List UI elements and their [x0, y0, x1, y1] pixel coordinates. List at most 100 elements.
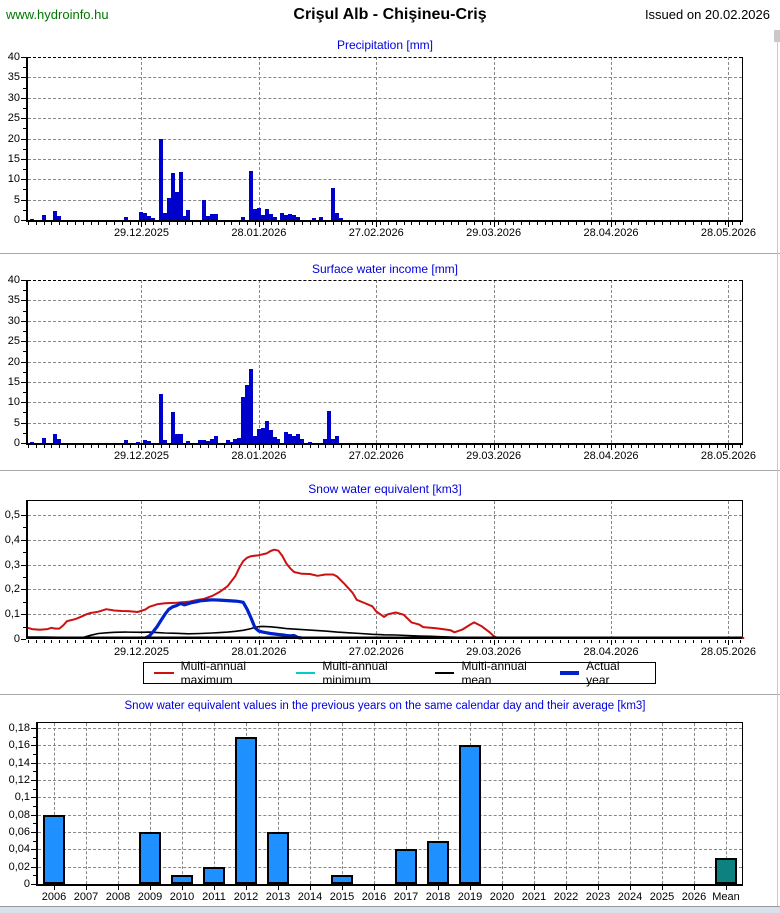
y-tick-label: 0,5: [4, 509, 20, 521]
year-bar-2017: [395, 849, 417, 884]
x-tick: [685, 445, 687, 448]
x-tick: [685, 640, 687, 643]
date-label: 28.04.2026: [583, 227, 639, 239]
x-tick: [223, 445, 225, 448]
x-tick: [161, 445, 163, 448]
x-tick: [474, 640, 476, 643]
y-minor-tick: [23, 209, 26, 211]
legend-line-swatch: [295, 672, 316, 674]
x-tick: [372, 222, 374, 225]
x-tick: [411, 222, 413, 225]
y-tick-label: 35: [7, 294, 20, 307]
x-tick: [317, 445, 319, 448]
issued-date: Issued on 20.02.2026: [644, 7, 770, 22]
y-tick: [21, 422, 26, 424]
data-bar: [53, 210, 58, 220]
y-minor-tick: [23, 601, 26, 603]
x-tick: [342, 886, 343, 890]
x-tick: [411, 640, 413, 643]
x-tick: [161, 640, 163, 643]
year-label: 2012: [233, 891, 259, 903]
data-bar: [123, 440, 128, 443]
year-label: 2019: [457, 891, 483, 903]
x-tick: [90, 640, 92, 643]
data-bar: [182, 215, 187, 220]
x-tick: [286, 222, 288, 225]
v-gridline: [278, 723, 279, 884]
h-gridline: [28, 341, 742, 343]
y-minor-tick: [33, 840, 36, 842]
data-bar: [229, 441, 234, 443]
year-label: 2010: [169, 891, 195, 903]
x-tick: [309, 640, 311, 643]
year-bar-2012: [235, 737, 257, 884]
y-tick: [31, 814, 36, 816]
v-gridline: [502, 723, 503, 884]
v-gridline: [376, 280, 378, 443]
x-tick: [716, 222, 718, 225]
x-tick: [98, 640, 100, 643]
y-tick-label: 0,12: [8, 773, 30, 786]
x-tick: [200, 445, 202, 448]
x-tick: [622, 445, 624, 448]
data-bar: [186, 440, 191, 443]
year-bar-2015: [331, 875, 353, 884]
v-gridline: [258, 280, 260, 443]
x-tick: [239, 222, 241, 225]
data-bar: [288, 434, 293, 443]
x-tick: [646, 222, 648, 225]
x-major-tick: [141, 222, 143, 227]
x-major-tick: [493, 445, 495, 450]
legend-item: Actual year: [559, 659, 631, 687]
year-bar-2018: [427, 841, 449, 884]
y-tick-label: 0,1: [4, 608, 20, 621]
y-tick-label: 0,02: [8, 860, 30, 873]
data-bar: [311, 217, 316, 220]
x-tick: [474, 222, 476, 225]
x-tick: [395, 640, 397, 643]
x-tick: [661, 445, 663, 448]
site-link[interactable]: www.hydroinfo.hu: [6, 7, 109, 22]
x-tick: [215, 445, 217, 448]
snow-water-chart-title: Snow water equivalent [km3]: [308, 482, 462, 496]
legend-line-swatch: [154, 672, 174, 674]
x-tick: [341, 445, 343, 448]
v-gridline: [258, 501, 260, 639]
v-gridline: [611, 57, 613, 220]
h-gridline: [38, 831, 742, 833]
x-tick: [481, 445, 483, 448]
x-tick: [121, 445, 123, 448]
data-bar: [256, 428, 261, 443]
year-label: Mean: [712, 891, 740, 903]
x-tick: [356, 445, 358, 448]
x-tick: [278, 640, 280, 643]
y-tick: [21, 443, 26, 444]
x-tick: [732, 640, 734, 643]
x-tick: [380, 222, 382, 225]
date-label: 28.01.2026: [231, 646, 287, 658]
y-minor-tick: [33, 875, 36, 877]
h-gridline: [28, 179, 742, 181]
data-bar: [151, 218, 156, 220]
y-tick-label: 0,1: [14, 791, 30, 804]
x-tick: [325, 445, 327, 448]
data-bar: [139, 211, 144, 220]
x-tick: [528, 222, 530, 225]
series-line-actual-year: [144, 598, 303, 640]
data-bar: [327, 411, 332, 443]
x-tick: [106, 445, 108, 448]
x-tick: [59, 222, 61, 225]
v-gridline: [406, 723, 407, 884]
x-tick: [403, 445, 405, 448]
h-gridline: [28, 381, 742, 383]
v-gridline: [141, 57, 143, 220]
x-tick: [497, 445, 499, 448]
legend-item: Multi-annual minimum: [295, 659, 411, 687]
data-bar: [335, 212, 340, 220]
x-tick: [150, 886, 151, 890]
v-gridline: [141, 280, 143, 443]
year-label: 2018: [425, 891, 451, 903]
x-tick: [458, 640, 460, 643]
x-tick: [262, 222, 264, 225]
